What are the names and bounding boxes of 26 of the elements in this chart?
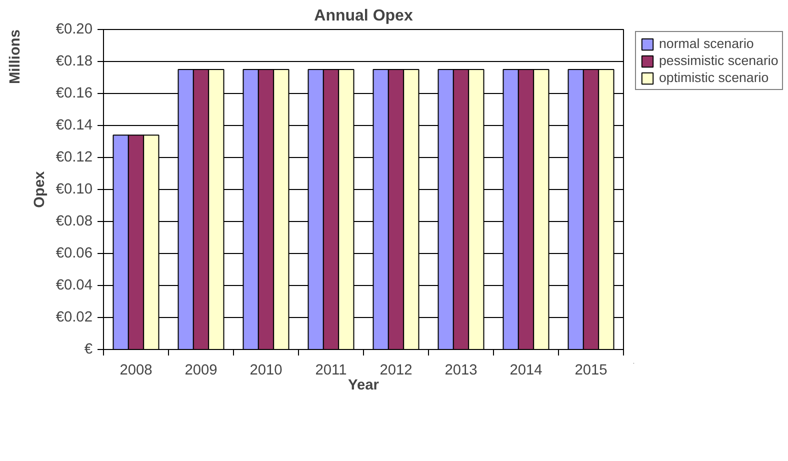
legend-label: pessimistic scenario xyxy=(659,53,778,68)
chart-title: Annual Opex xyxy=(314,8,413,24)
y-tick-label: €0.06 xyxy=(56,246,93,262)
y-tick-label: €0.20 xyxy=(56,22,93,38)
x-tick-label: 2013 xyxy=(444,362,478,378)
legend-label: normal scenario xyxy=(659,36,754,51)
x-axis-title: Year xyxy=(348,378,380,394)
y-tick-label: €0.08 xyxy=(56,214,93,230)
y-tick-label: €0.18 xyxy=(56,54,93,70)
x-tick-label: 2009 xyxy=(184,362,218,378)
text: Millions xyxy=(8,29,24,84)
x-tick-label: 2008 xyxy=(120,362,152,378)
x-tick-label: 2015 xyxy=(574,362,608,378)
x-tick-label: 2014 xyxy=(510,362,542,378)
x-tick-label: 2012 xyxy=(380,362,412,378)
y-tick-label: €0.14 xyxy=(56,118,93,134)
y-tick-label: €0.16 xyxy=(56,86,93,102)
y-tick-label: €0.04 xyxy=(56,278,93,294)
y-tick-label: €0.02 xyxy=(56,310,93,326)
legend-label: optimistic scenario xyxy=(659,70,769,85)
x-tick-label: 2011 xyxy=(315,362,347,378)
y-axis-title: Opex xyxy=(32,170,48,208)
x-tick-label: 2010 xyxy=(250,362,282,378)
y-tick-label: €0.12 xyxy=(56,150,93,166)
y-tick-label: € xyxy=(84,342,93,358)
y-tick-label: €0.10 xyxy=(56,182,93,198)
